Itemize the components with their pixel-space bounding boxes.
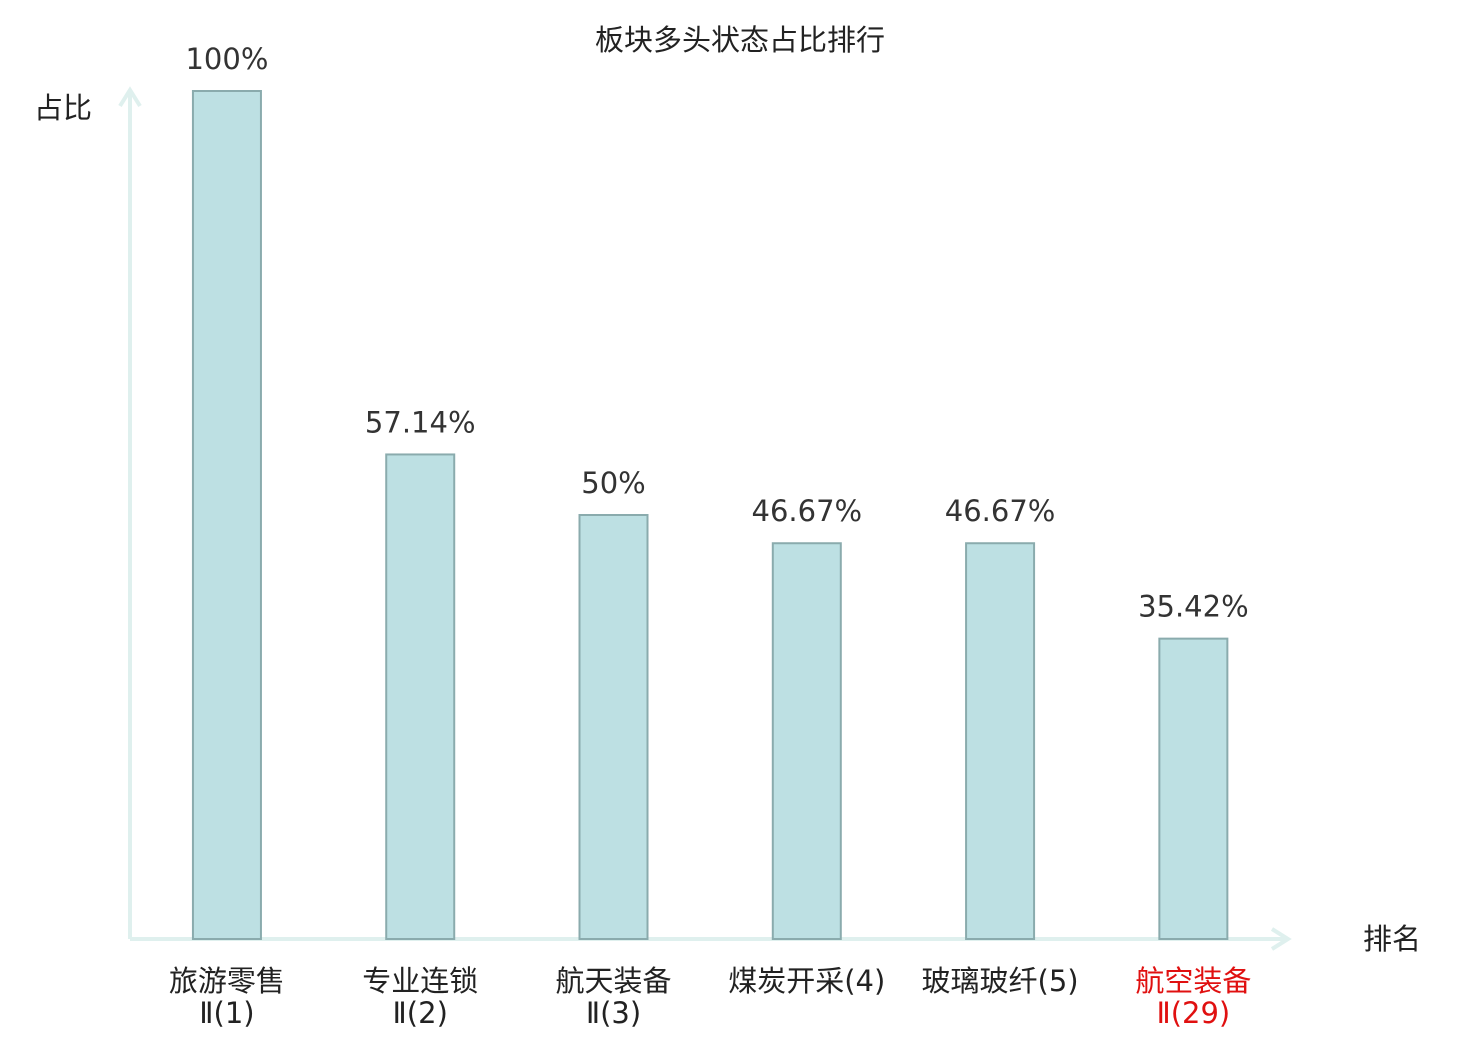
x-tick-label: 专业连锁 <box>362 964 478 998</box>
value-label: 46.67% <box>752 494 863 528</box>
value-label: 100% <box>185 42 268 76</box>
bar <box>578 514 649 940</box>
value-label: 46.67% <box>945 494 1056 528</box>
chart-title: 板块多头状态占比排行 <box>595 23 885 57</box>
x-tick-label: 航天装备 <box>556 964 672 998</box>
x-tick-label: Ⅱ(1) <box>199 996 254 1030</box>
value-label: 57.14% <box>365 405 476 439</box>
x-tick-label: 玻璃玻纤(5) <box>922 964 1079 998</box>
y-axis-label: 占比 <box>34 91 92 125</box>
x-tick-label: Ⅱ(3) <box>586 996 641 1030</box>
bar <box>771 542 842 940</box>
value-label: 35.42% <box>1138 590 1249 624</box>
bar <box>965 542 1036 940</box>
bar <box>1158 637 1229 941</box>
x-tick-label: Ⅱ(2) <box>393 996 448 1030</box>
bar <box>385 453 456 940</box>
bar <box>191 90 262 940</box>
x-tick-label: 航空装备 <box>1135 964 1251 998</box>
x-tick-label: Ⅱ(29) <box>1156 996 1230 1030</box>
x-tick-label: 旅游零售 <box>169 964 285 998</box>
x-axis-label: 排名 <box>1363 922 1421 956</box>
x-tick-label: 煤炭开采(4) <box>728 964 885 998</box>
axes <box>118 86 1292 951</box>
value-label: 50% <box>581 466 645 500</box>
